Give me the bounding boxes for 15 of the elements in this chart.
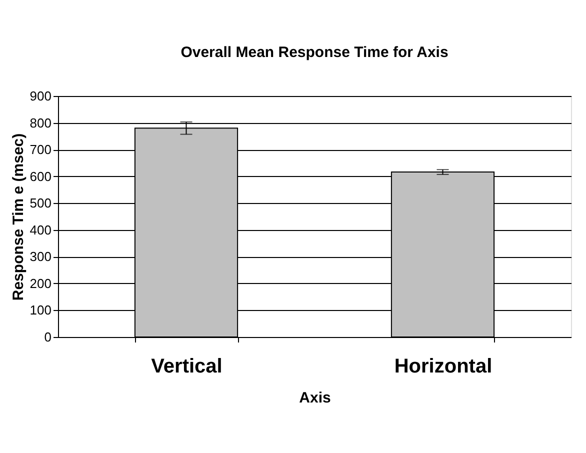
y-tick-label: 700 xyxy=(30,142,52,158)
y-tick-label: 600 xyxy=(30,168,52,184)
y-tick-label: 800 xyxy=(30,115,52,130)
y-tick-label: 900 xyxy=(30,88,52,104)
x-tick-label: Horizontal xyxy=(394,356,492,378)
chart-title: Overall Mean Response Time for Axis xyxy=(180,44,448,61)
y-tick-label: 0 xyxy=(44,330,52,344)
y-tick-label: 400 xyxy=(30,222,52,238)
y-tick-label: 200 xyxy=(30,276,52,291)
y-tick-label: 100 xyxy=(30,302,52,318)
y-tick-label: 300 xyxy=(30,249,52,264)
x-tick-label: Vertical xyxy=(151,356,222,378)
x-axis-title: Axis xyxy=(299,390,331,406)
y-axis-title: Response Tim e (msec) xyxy=(10,133,27,301)
y-tick-label: 500 xyxy=(30,196,52,211)
